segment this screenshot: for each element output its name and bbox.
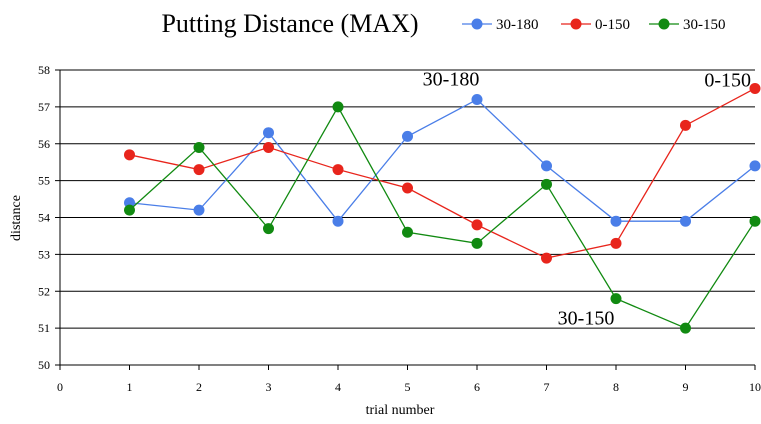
x-tick-label-0: 0 xyxy=(57,380,63,394)
data-point-0-150-10 xyxy=(749,82,761,94)
data-point-0-150-1 xyxy=(124,149,135,161)
legend-item-30-180: 30-180 xyxy=(462,17,539,33)
data-point-0-150-2 xyxy=(193,164,205,176)
series-0-150 xyxy=(124,82,761,264)
data-point-0-150-4 xyxy=(332,164,344,176)
y-tick-label-50: 50 xyxy=(38,358,50,372)
x-tick-label-6: 6 xyxy=(474,380,480,394)
x-tick-label-7: 7 xyxy=(544,380,550,394)
x-tick-label-2: 2 xyxy=(196,380,202,394)
legend-label-0-150: 0-150 xyxy=(595,17,630,33)
data-point-30-150-6 xyxy=(471,237,483,249)
legend-label-30-180: 30-180 xyxy=(496,17,539,33)
legend-marker-30-180 xyxy=(471,18,483,30)
series-line-0-150 xyxy=(129,87,756,259)
legend-item-0-150: 0-150 xyxy=(561,17,630,33)
x-tick-label-1: 1 xyxy=(127,380,133,394)
x-tick-label-3: 3 xyxy=(266,380,272,394)
x-tick-label-8: 8 xyxy=(613,380,619,394)
legend-marker-30-150 xyxy=(658,18,670,30)
annotation-30-150: 30-150 xyxy=(558,308,615,330)
legend: 30-180 0-150 30-150 xyxy=(462,17,726,33)
data-point-30-150-4 xyxy=(332,101,344,113)
series-line-30-180 xyxy=(129,98,756,223)
y-tick-label-58: 58 xyxy=(38,63,50,77)
chart-title: Putting Distance (MAX) xyxy=(161,9,418,38)
data-point-30-150-7 xyxy=(541,178,552,190)
data-point-30-150-1 xyxy=(124,204,135,216)
x-tick-label-5: 5 xyxy=(405,380,411,394)
y-tick-label-55: 55 xyxy=(38,174,50,188)
series-30-150 xyxy=(124,101,761,334)
y-tick-label-51: 51 xyxy=(38,321,50,335)
x-axis-label: trial number xyxy=(366,403,435,418)
annotation-30-180: 30-180 xyxy=(423,69,480,91)
annotation-0-150: 0-150 xyxy=(704,69,751,91)
x-tick-label-10: 10 xyxy=(749,380,761,394)
data-point-30-180-9 xyxy=(680,215,691,227)
y-tick-label-53: 53 xyxy=(38,247,50,261)
data-point-30-180-3 xyxy=(263,127,274,139)
legend-marker-0-150 xyxy=(570,18,582,30)
data-point-30-150-10 xyxy=(749,215,761,227)
data-point-0-150-7 xyxy=(541,252,552,264)
data-point-30-150-3 xyxy=(263,223,274,235)
data-point-30-180-2 xyxy=(193,204,205,216)
y-tick-label-57: 57 xyxy=(38,100,50,114)
data-point-30-180-10 xyxy=(749,160,761,172)
data-point-30-180-8 xyxy=(610,215,622,227)
data-point-30-150-8 xyxy=(610,293,622,305)
axes xyxy=(55,69,756,370)
y-tick-label-54: 54 xyxy=(38,211,50,225)
data-point-30-180-4 xyxy=(332,215,344,227)
data-point-30-150-2 xyxy=(193,141,205,153)
data-point-0-150-5 xyxy=(402,182,413,194)
x-tick-label-9: 9 xyxy=(683,380,689,394)
data-point-0-150-6 xyxy=(471,219,483,231)
data-point-0-150-3 xyxy=(263,141,274,153)
legend-label-30-150: 30-150 xyxy=(683,17,726,33)
gridlines xyxy=(60,69,755,366)
data-point-0-150-8 xyxy=(610,237,622,249)
data-point-30-180-6 xyxy=(471,94,483,105)
data-point-30-150-5 xyxy=(402,226,413,238)
y-tick-label-52: 52 xyxy=(38,284,50,298)
data-point-0-150-9 xyxy=(680,119,691,131)
legend-item-30-150: 30-150 xyxy=(649,17,726,33)
series-30-180 xyxy=(124,94,761,227)
series-line-30-150 xyxy=(129,105,756,329)
y-axis-label: distance xyxy=(9,195,24,241)
data-point-30-180-5 xyxy=(402,130,413,142)
data-point-30-180-7 xyxy=(541,160,552,172)
annotations: 30-180 0-150 30-150 xyxy=(423,69,751,330)
y-tick-label-56: 56 xyxy=(38,137,50,151)
data-point-30-150-9 xyxy=(680,322,691,334)
x-tick-label-4: 4 xyxy=(335,380,341,394)
series-group xyxy=(124,82,761,334)
